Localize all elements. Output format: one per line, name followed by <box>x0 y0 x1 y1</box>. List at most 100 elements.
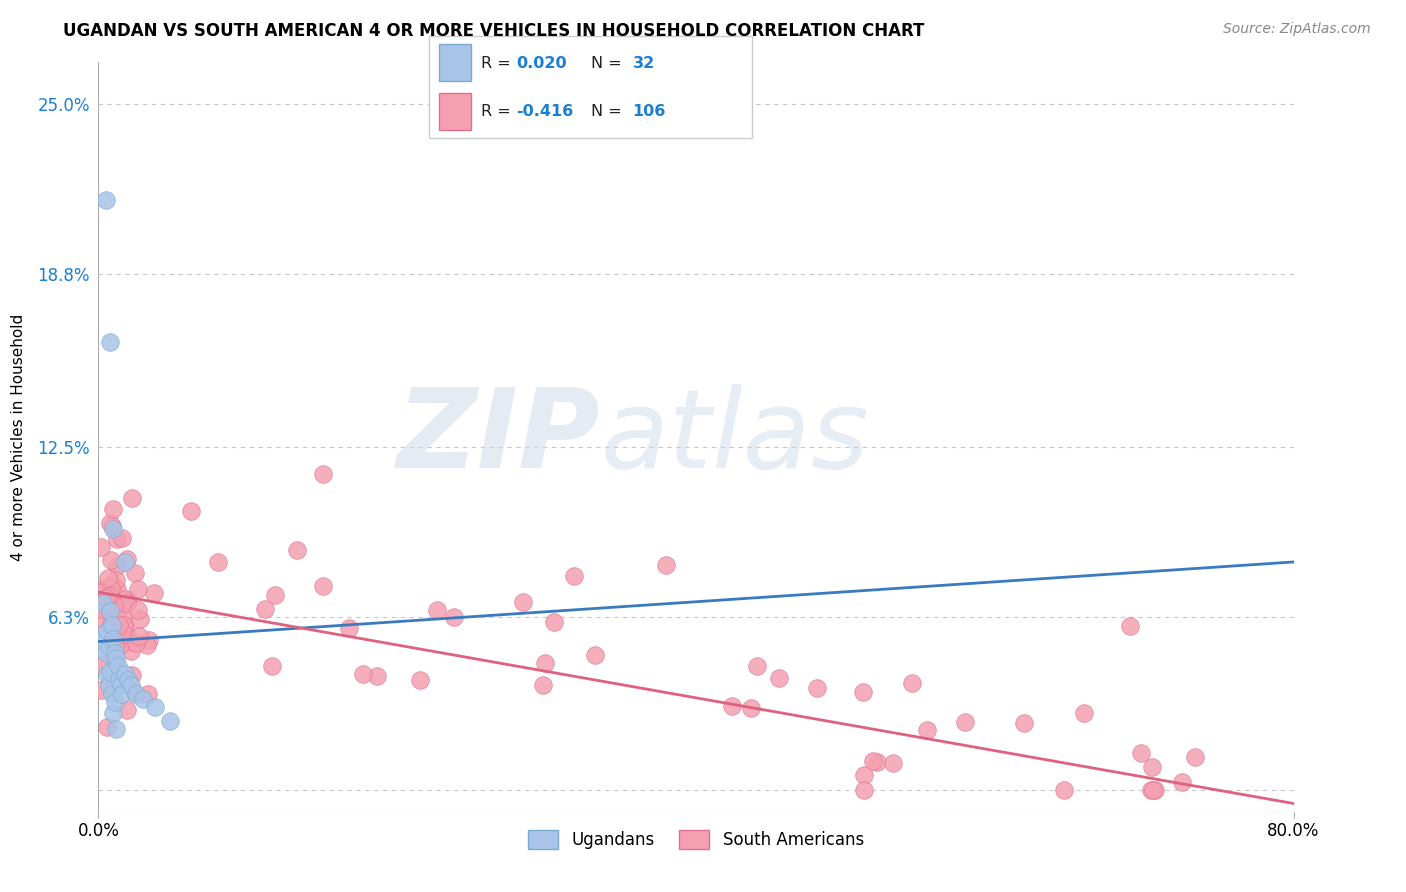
Point <box>1144 782 1167 797</box>
Point <box>143 585 166 599</box>
Point <box>132 692 155 706</box>
Point <box>91 582 114 596</box>
Point <box>91 594 114 608</box>
Text: atlas: atlas <box>600 384 869 491</box>
Point <box>312 579 335 593</box>
FancyBboxPatch shape <box>439 44 471 81</box>
Point <box>311 467 333 482</box>
Point <box>1012 716 1035 731</box>
Point <box>115 623 138 637</box>
Point <box>93 583 115 598</box>
Point <box>101 577 124 591</box>
Point <box>121 491 143 506</box>
Point <box>96 720 118 734</box>
Point <box>117 593 139 607</box>
Point <box>101 618 124 632</box>
Point <box>90 657 112 672</box>
Point <box>107 610 129 624</box>
Point <box>1142 782 1164 797</box>
Point <box>112 626 135 640</box>
Point <box>1170 774 1192 789</box>
Point <box>90 601 112 615</box>
Point <box>93 632 115 646</box>
Point <box>159 714 181 728</box>
Point <box>98 588 121 602</box>
Point <box>111 531 134 545</box>
Point <box>1119 618 1142 632</box>
Point <box>138 632 160 647</box>
Point <box>114 591 136 606</box>
Point <box>104 646 127 660</box>
Point <box>107 659 129 673</box>
Point <box>253 602 276 616</box>
Point <box>127 582 149 596</box>
Point <box>136 638 159 652</box>
Point <box>512 595 534 609</box>
Point <box>562 569 585 583</box>
Point <box>100 581 122 595</box>
Point <box>103 598 125 612</box>
Point <box>115 552 138 566</box>
Point <box>128 630 150 644</box>
Point <box>1184 750 1206 764</box>
Point <box>866 755 889 769</box>
Point <box>207 555 229 569</box>
Point <box>1053 782 1076 797</box>
Point <box>110 637 132 651</box>
Point <box>97 589 120 603</box>
Text: -0.416: -0.416 <box>516 104 574 120</box>
Y-axis label: 4 or more Vehicles in Household: 4 or more Vehicles in Household <box>11 313 27 561</box>
Text: ZIP: ZIP <box>396 384 600 491</box>
Point <box>125 687 148 701</box>
Point <box>105 723 128 737</box>
Point <box>90 611 112 625</box>
Point <box>94 591 117 605</box>
Point <box>127 603 149 617</box>
Point <box>97 594 120 608</box>
FancyBboxPatch shape <box>429 36 752 138</box>
Point <box>583 648 606 662</box>
Point <box>260 659 283 673</box>
Point <box>101 687 124 701</box>
Point <box>107 618 129 632</box>
Text: R =: R = <box>481 56 516 70</box>
Point <box>105 559 128 574</box>
Point <box>124 636 146 650</box>
Point <box>103 632 125 646</box>
Point <box>114 555 136 569</box>
Point <box>94 646 117 660</box>
Point <box>101 502 124 516</box>
Point <box>118 635 141 649</box>
Point <box>98 665 122 679</box>
Point <box>337 621 360 635</box>
Point <box>1073 706 1095 721</box>
Point <box>115 596 138 610</box>
Text: N =: N = <box>591 56 627 70</box>
Point <box>97 640 120 654</box>
Point <box>111 630 134 644</box>
Text: Source: ZipAtlas.com: Source: ZipAtlas.com <box>1223 22 1371 37</box>
Point <box>98 335 122 350</box>
Point <box>117 673 139 687</box>
Point <box>128 612 150 626</box>
Point <box>806 681 828 695</box>
Point <box>91 596 114 610</box>
Point <box>953 715 976 730</box>
Point <box>105 532 128 546</box>
Point <box>768 671 790 685</box>
Point <box>97 571 120 585</box>
Point <box>121 668 143 682</box>
Point <box>136 687 159 701</box>
Point <box>740 701 762 715</box>
Text: N =: N = <box>591 104 627 120</box>
Point <box>111 687 134 701</box>
Point <box>1129 746 1152 760</box>
Point <box>96 624 118 638</box>
Point <box>122 685 145 699</box>
Point <box>543 615 565 630</box>
Point <box>114 667 136 681</box>
Point <box>915 723 938 738</box>
Point <box>112 617 135 632</box>
Point <box>531 678 554 692</box>
Point <box>1140 760 1163 774</box>
